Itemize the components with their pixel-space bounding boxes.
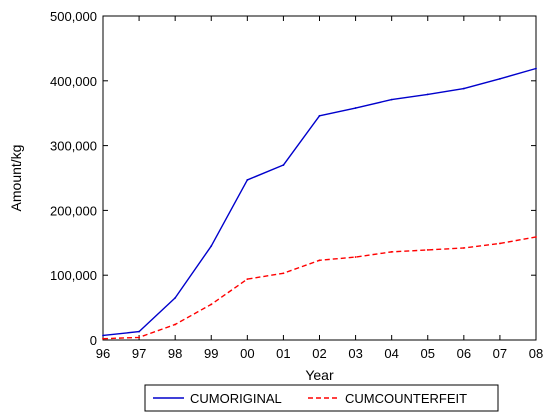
x-tick-label: 02 bbox=[312, 346, 326, 361]
x-tick-label: 96 bbox=[96, 346, 110, 361]
data-point-cumoriginal bbox=[210, 245, 213, 247]
y-tick-label: 200,000 bbox=[50, 203, 97, 218]
legend-label-cumoriginal: CUMORIGINAL bbox=[190, 391, 282, 406]
data-point-cumcounterfeit bbox=[462, 247, 465, 249]
y-tick-label: 0 bbox=[90, 333, 97, 348]
data-point-cumcounterfeit bbox=[354, 256, 357, 258]
x-tick-label: 00 bbox=[240, 346, 254, 361]
y-tick-label: 400,000 bbox=[50, 74, 97, 89]
data-point-cumcounterfeit bbox=[318, 259, 321, 262]
data-point-cumoriginal bbox=[499, 77, 501, 80]
data-point-cumcounterfeit bbox=[535, 236, 537, 238]
x-axis-title: Year bbox=[305, 367, 334, 383]
x-tick-label: 08 bbox=[529, 346, 543, 361]
data-point-cumcounterfeit bbox=[174, 323, 177, 326]
x-tick-label: 06 bbox=[457, 346, 471, 361]
data-point-cumoriginal bbox=[390, 98, 393, 101]
data-point-cumoriginal bbox=[354, 107, 357, 109]
data-point-cumoriginal bbox=[462, 87, 465, 90]
data-point-cumoriginal bbox=[174, 296, 177, 299]
y-axis-title: Amount/kg bbox=[8, 145, 24, 212]
series-layer bbox=[102, 67, 537, 340]
y-axis: 0 100,000 200,000 300,000 400,000 500,000 bbox=[50, 9, 536, 348]
data-point-cumoriginal bbox=[246, 179, 249, 181]
data-point-cumoriginal bbox=[426, 93, 429, 96]
plot-area bbox=[102, 15, 537, 341]
x-tick-label: 99 bbox=[204, 346, 218, 361]
legend-box bbox=[144, 384, 499, 412]
x-tick-label: 05 bbox=[421, 346, 435, 361]
data-point-cumcounterfeit bbox=[390, 250, 393, 253]
data-point-cumcounterfeit bbox=[499, 242, 501, 245]
y-tick-label: 100,000 bbox=[50, 268, 97, 283]
data-point-cumoriginal bbox=[535, 67, 537, 70]
data-point-cumcounterfeit bbox=[138, 336, 140, 339]
data-point-cumcounterfeit bbox=[210, 303, 213, 306]
y-tick-label: 300,000 bbox=[50, 139, 97, 154]
x-tick-label: 03 bbox=[348, 346, 362, 361]
x-tick-label: 07 bbox=[493, 346, 507, 361]
x-tick-label: 04 bbox=[384, 346, 398, 361]
data-point-cumoriginal bbox=[102, 334, 104, 337]
legend-label-cumcounterfeit: CUMCOUNTERFEIT bbox=[345, 391, 467, 406]
data-point-cumcounterfeit bbox=[282, 272, 285, 275]
x-tick-label: 97 bbox=[132, 346, 146, 361]
data-point-cumoriginal bbox=[138, 330, 140, 333]
x-axis: 96 97 98 99 00 01 02 03 04 05 06 07 08 bbox=[96, 16, 543, 361]
legend: CUMORIGINAL CUMCOUNTERFEIT bbox=[144, 384, 499, 412]
data-point-cumoriginal bbox=[282, 164, 285, 166]
data-point-cumcounterfeit bbox=[246, 278, 249, 280]
data-point-cumcounterfeit bbox=[426, 249, 429, 251]
data-point-cumoriginal bbox=[318, 114, 321, 117]
x-tick-label: 98 bbox=[168, 346, 182, 361]
x-tick-label: 01 bbox=[276, 346, 290, 361]
data-point-cumcounterfeit bbox=[102, 337, 104, 340]
y-tick-label: 500,000 bbox=[50, 9, 97, 24]
